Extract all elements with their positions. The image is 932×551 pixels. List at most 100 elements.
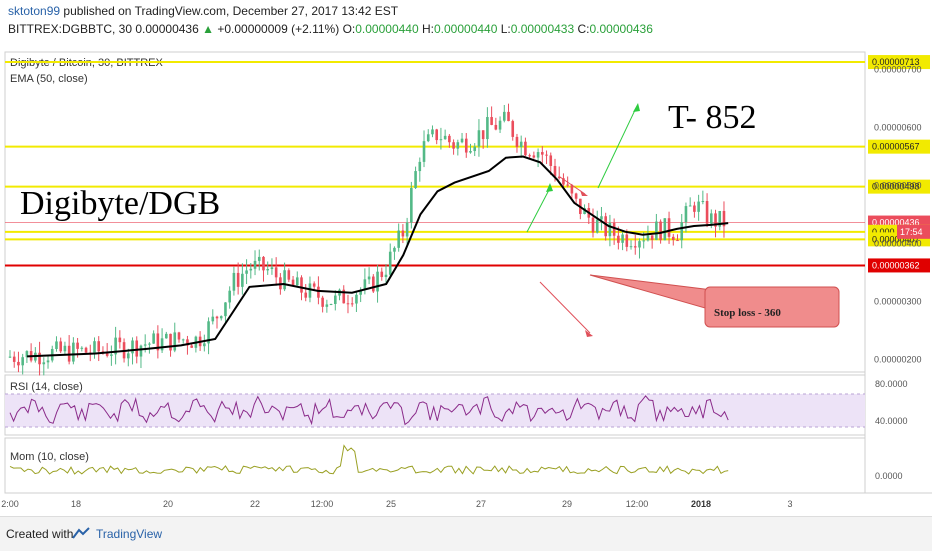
symbol-line: BITTREX:DGBBTC, 30 0.00000436 ▲ +0.00000… [8,22,653,36]
candle-body [714,213,717,227]
candle-body [21,357,24,366]
candle-body [718,210,722,227]
y-tick-label: 0.00000700 [874,65,922,75]
candle-body [93,341,96,354]
candle-body [393,247,396,252]
candle-body [524,141,527,156]
candle-body [410,188,413,223]
candle-body [63,345,67,352]
countdown-label: 17:54 [900,227,923,237]
footer: Created with TradingView [0,516,932,551]
arrow-red-2 [539,281,591,334]
candle-body [219,316,223,319]
candles-group [8,103,726,376]
mom-pane-frame [4,437,866,494]
annotation-title: Digibyte/DGB [20,185,220,222]
levels-group: 0.00000713 0.00000567 0.00000498 0.00000436… [5,55,930,273]
candle-body [528,155,531,157]
candle-body [17,361,20,366]
y-tick-label: 0.00000200 [874,354,922,364]
candle-body [152,333,155,344]
candle-body [372,276,375,292]
change-text: +0.00000009 (+2.11%) [217,22,340,36]
mom-line [9,444,729,475]
candle-body [464,138,468,153]
chart-canvas[interactable]: Digibyte / Bitcoin, 30, BITTREX EMA (50,… [0,0,932,516]
candle-body [55,341,58,349]
open-label: O: [342,22,356,36]
candle-body [566,184,569,186]
candle-body [359,289,362,295]
close-value: 0.00000436 [589,22,653,36]
level-tag-label: 0.00000407 [872,234,920,244]
candle-body [203,343,206,347]
candle-body [291,279,295,286]
candle-body [600,216,603,220]
candle-body [126,353,130,359]
arrow-green-1-head [546,183,553,192]
candle-body [355,294,358,304]
arrow-red-2-head [585,330,593,337]
y-tick-label: 0.00000400 [874,238,922,248]
candle-body [625,234,629,247]
candle-body [139,345,143,357]
candle-body [494,124,498,130]
level-tag-label: 0.00000436 [872,218,920,228]
candle-body [697,201,700,212]
level-tag-label: 0.000 [872,227,895,237]
candle-body [545,154,548,156]
candle-body [498,120,502,130]
candle-body [574,193,578,199]
candle-body [363,279,367,290]
arrow-red-1-head [580,190,588,196]
annotation-target: T- 852 [668,99,756,136]
tradingview-logo-icon [72,527,90,539]
candle-body [173,332,177,351]
candle-body [460,138,464,143]
candle-body [304,292,308,298]
candle-body [655,221,658,241]
candle-body [435,129,438,141]
candle-body [562,178,565,185]
candle-body [617,235,620,243]
candle-body [257,256,261,261]
x-tick-label: 12:00 [626,499,649,509]
candle-body [676,240,679,242]
candle-body [663,218,667,241]
candle-body [59,341,62,352]
author-link[interactable]: sktoton99 [8,4,61,18]
candle-body [452,142,455,149]
x-tick-label: 3 [787,499,792,509]
candle-body [287,270,291,280]
candle-body [515,136,519,148]
level-tag [868,179,930,194]
candle-body [232,272,236,291]
candle-body [228,290,231,303]
candle-body [608,222,612,237]
high-value: 0.00000440 [433,22,498,36]
candle-body [384,274,388,278]
candle-body [76,342,79,349]
candle-body [266,269,270,271]
candle-body [207,321,210,344]
x-ticks-group: 2:00 18 20 22 12:00 25 27 29 12:00 2018 3 [1,499,792,509]
candle-body [536,152,540,158]
candle-body [8,356,12,358]
candle-body [12,356,16,362]
tradingview-brand-link[interactable]: TradingView [96,527,163,541]
arrow-green-2-head [633,103,640,112]
candle-body [549,155,553,166]
candle-body [583,208,586,215]
close-label: C: [577,22,590,36]
level-tag [868,55,930,70]
countdown-tag [897,224,930,239]
candle-body [317,286,320,298]
candle-body [621,234,624,243]
candle-body [401,230,405,237]
candle-body [350,303,354,305]
high-label: H: [421,22,434,36]
candle-body [186,339,189,346]
candle-body [131,340,134,354]
x-tick-label: 12:00 [311,499,334,509]
publish-text: published on TradingView.com, December 2… [63,4,399,18]
